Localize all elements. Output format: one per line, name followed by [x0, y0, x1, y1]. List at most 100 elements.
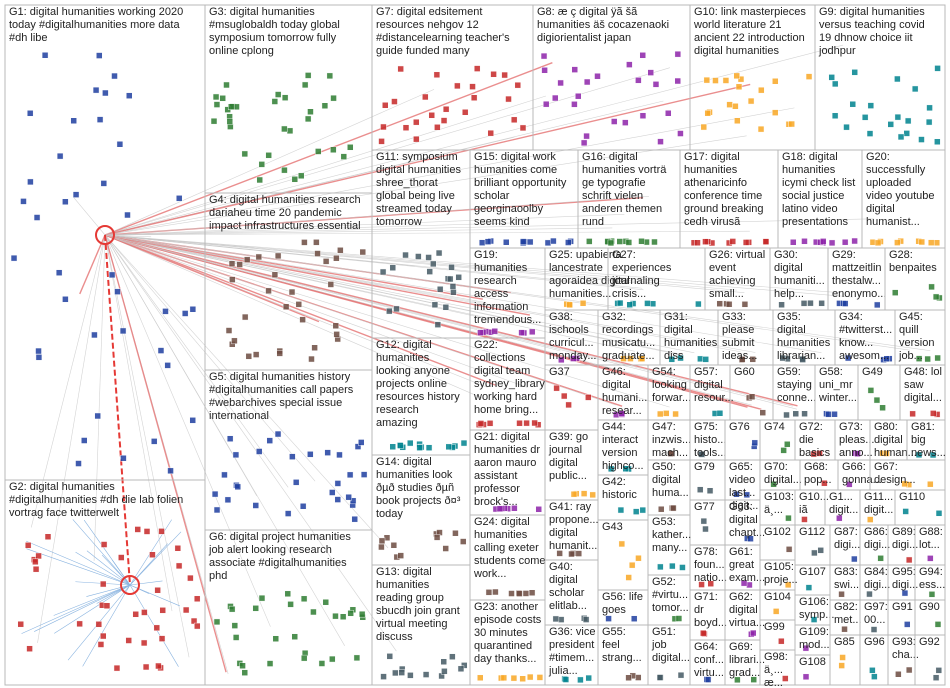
group-label: scholar — [549, 587, 585, 599]
node — [894, 75, 901, 83]
node — [771, 109, 779, 116]
edge — [104, 218, 874, 236]
node — [332, 322, 340, 330]
node — [35, 354, 43, 361]
node — [528, 328, 536, 336]
node — [132, 611, 139, 618]
node — [226, 435, 234, 442]
node — [782, 675, 789, 682]
group-label: G94: — [919, 566, 943, 578]
group-label: humanities — [376, 579, 430, 591]
group-label: ðµð studies ðµñ — [376, 482, 454, 494]
node — [571, 101, 578, 108]
group-label: G74 — [764, 421, 785, 433]
group-label: met... — [834, 614, 862, 626]
group-label: G83: — [834, 566, 858, 578]
group-label: resour... — [694, 392, 734, 404]
node — [801, 238, 808, 245]
group-label: humanities — [664, 337, 718, 349]
group-label: shree_thorat — [376, 177, 438, 189]
group-label: humanities — [474, 262, 528, 274]
node — [620, 355, 627, 362]
node — [696, 486, 704, 493]
node — [649, 300, 657, 308]
group-label: G51: — [652, 626, 676, 638]
group-label: crisis... — [612, 288, 646, 300]
edge — [104, 234, 131, 586]
node — [413, 135, 420, 143]
node — [392, 669, 399, 677]
group-label: G96 — [864, 636, 885, 648]
node — [784, 441, 791, 448]
edge — [111, 559, 131, 586]
node — [838, 662, 845, 669]
node — [759, 409, 767, 416]
node — [511, 505, 518, 512]
group-label: version — [602, 447, 637, 459]
group-box — [4, 479, 206, 686]
node — [287, 601, 294, 608]
node — [322, 258, 330, 265]
edge — [104, 234, 635, 352]
group-label: G73: — [839, 421, 863, 433]
node — [531, 419, 538, 427]
node — [902, 508, 909, 515]
node — [229, 276, 236, 283]
group-label: G56: life — [602, 591, 643, 603]
node — [241, 150, 249, 158]
node — [442, 105, 450, 113]
node — [704, 676, 712, 683]
node — [272, 635, 280, 642]
node — [440, 658, 447, 665]
node — [271, 271, 279, 279]
node — [189, 417, 196, 424]
group-label: G36: vice — [549, 626, 595, 638]
node — [92, 86, 100, 94]
node — [339, 613, 347, 620]
node — [779, 354, 786, 362]
node — [805, 73, 813, 80]
group-label: humani... — [602, 392, 647, 404]
node — [716, 300, 723, 307]
node — [626, 301, 633, 308]
group-label: help... — [774, 288, 804, 300]
node — [674, 77, 681, 85]
group-label: 19 dhnow choice iit — [819, 32, 913, 44]
group-label: G59: — [777, 366, 801, 378]
node — [301, 81, 309, 89]
group-label: G18: digital — [782, 151, 838, 163]
node — [932, 293, 940, 301]
edge — [104, 234, 695, 354]
node — [274, 252, 282, 260]
group-label: humanities — [474, 529, 528, 541]
node — [297, 172, 305, 180]
edge — [104, 89, 435, 236]
group-label: virtu... — [694, 667, 724, 679]
node — [635, 77, 642, 84]
node — [142, 663, 150, 671]
group-label: #digitalhumanities call papers — [209, 384, 354, 396]
node — [351, 515, 358, 523]
node — [55, 269, 63, 276]
group-label: schrift vielen — [582, 190, 643, 202]
group-label: latino video — [782, 203, 838, 215]
node — [460, 439, 468, 447]
group-label: digi... — [834, 539, 860, 551]
node — [750, 676, 757, 683]
group-label: humanist... — [866, 216, 920, 228]
node — [227, 103, 235, 110]
node — [757, 125, 765, 133]
node — [300, 595, 308, 603]
node — [258, 161, 266, 168]
group-label: humanities look — [376, 469, 453, 481]
edge — [104, 234, 745, 293]
edge — [104, 135, 747, 236]
group-label: G7: digital edsitement — [376, 6, 482, 18]
edge — [104, 234, 822, 354]
node — [234, 483, 242, 491]
group-label: working hard — [473, 391, 537, 403]
group-label: digital — [602, 379, 631, 391]
node — [211, 490, 219, 498]
node — [934, 138, 941, 146]
group-label: digital — [694, 379, 723, 391]
